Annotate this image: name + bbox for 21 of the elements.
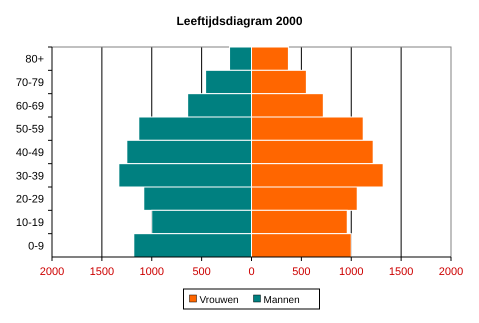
x-tick-label: 500 (192, 266, 211, 278)
x-tick-label: 2000 (40, 266, 64, 278)
y-tick-label: 10-19 (16, 217, 44, 229)
y-tick-label: 0-9 (28, 240, 44, 252)
y-tick-label: 40-49 (16, 147, 44, 159)
y-tick-label: 20-29 (16, 194, 44, 206)
legend-label: Vrouwen (200, 295, 239, 306)
x-tick-label: 0 (248, 266, 255, 278)
x-tick-label: 1000 (339, 266, 364, 278)
y-tick-label: 50-59 (16, 124, 44, 136)
x-tick-label: 1500 (90, 266, 114, 278)
chart-title: Leeftijdsdiagram 2000 (176, 14, 303, 28)
x-tick-label: 500 (292, 266, 311, 278)
y-tick-label: 30-39 (16, 170, 44, 182)
y-tick-label: 60-69 (16, 100, 44, 112)
legend-label: Mannen (264, 295, 300, 306)
y-tick-label: 70-79 (16, 77, 44, 89)
y-tick-label: 80+ (25, 54, 44, 66)
x-tick-label: 1500 (388, 266, 414, 278)
x-tick-label: 1000 (140, 266, 164, 278)
x-tick-label: 2000 (438, 266, 464, 278)
